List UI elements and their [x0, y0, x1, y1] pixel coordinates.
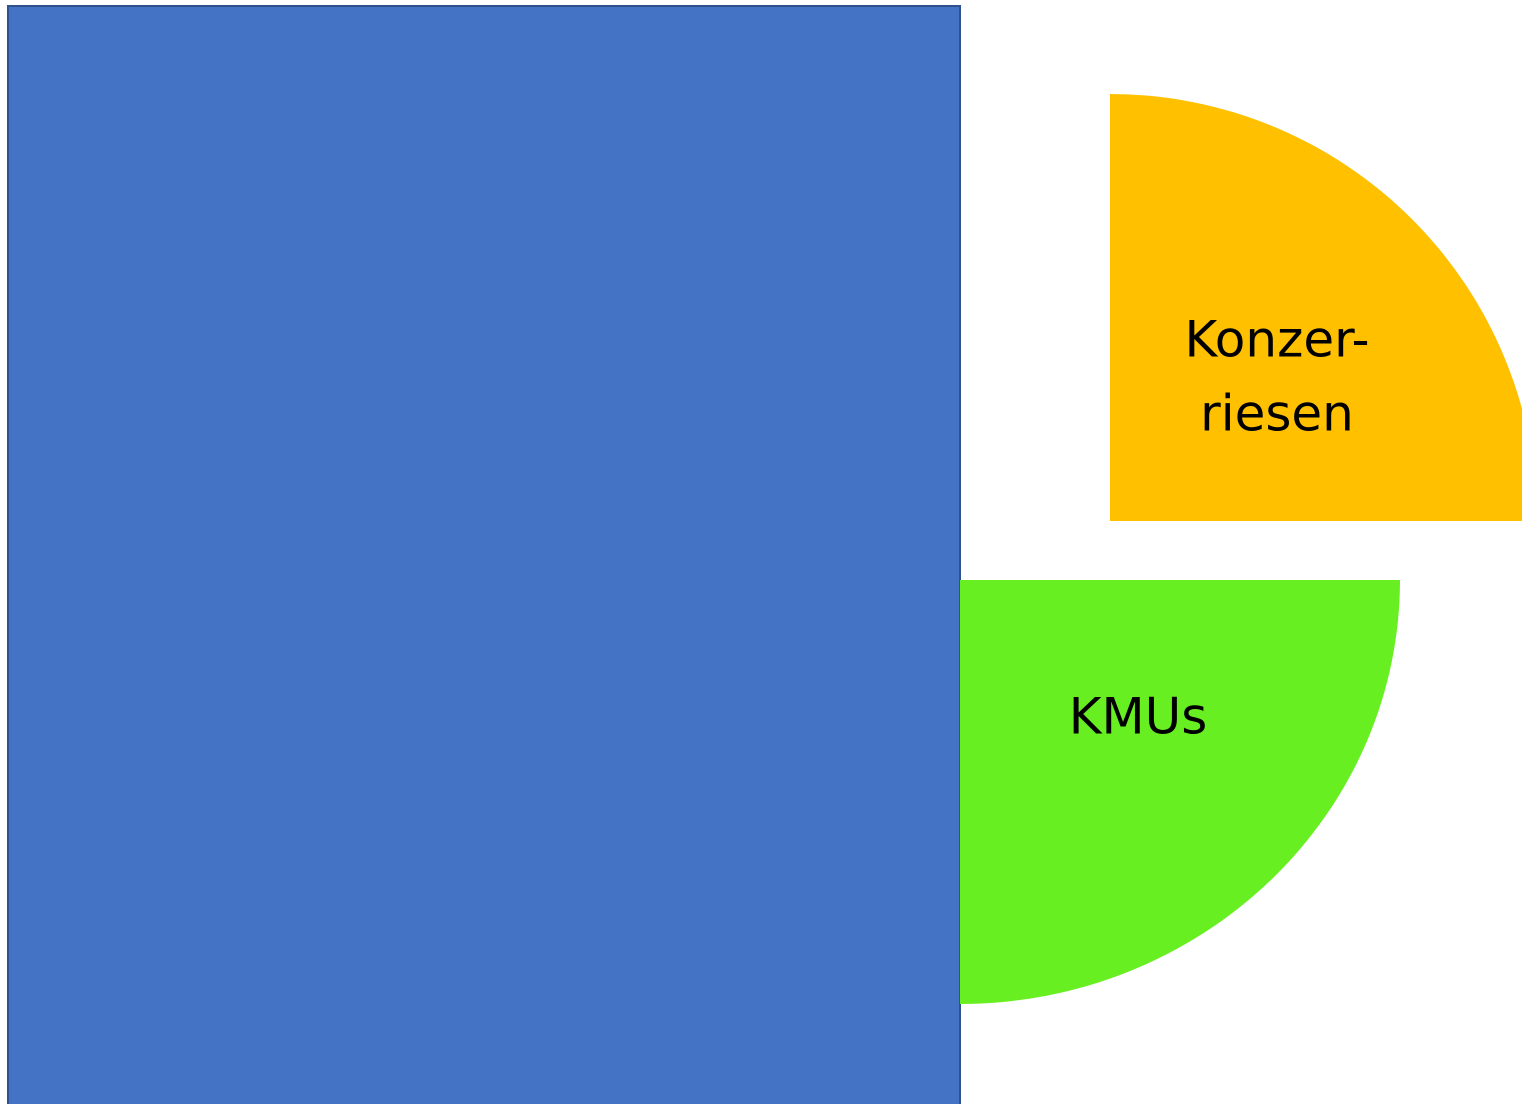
green-quarter	[960, 580, 1400, 1004]
blue-block	[7, 5, 961, 1104]
orange-quarter	[1110, 94, 1522, 521]
segment-label: Konzer-	[1185, 311, 1370, 369]
segment-label: KMUs	[1069, 688, 1208, 746]
segment-label: riesen	[1200, 385, 1354, 443]
